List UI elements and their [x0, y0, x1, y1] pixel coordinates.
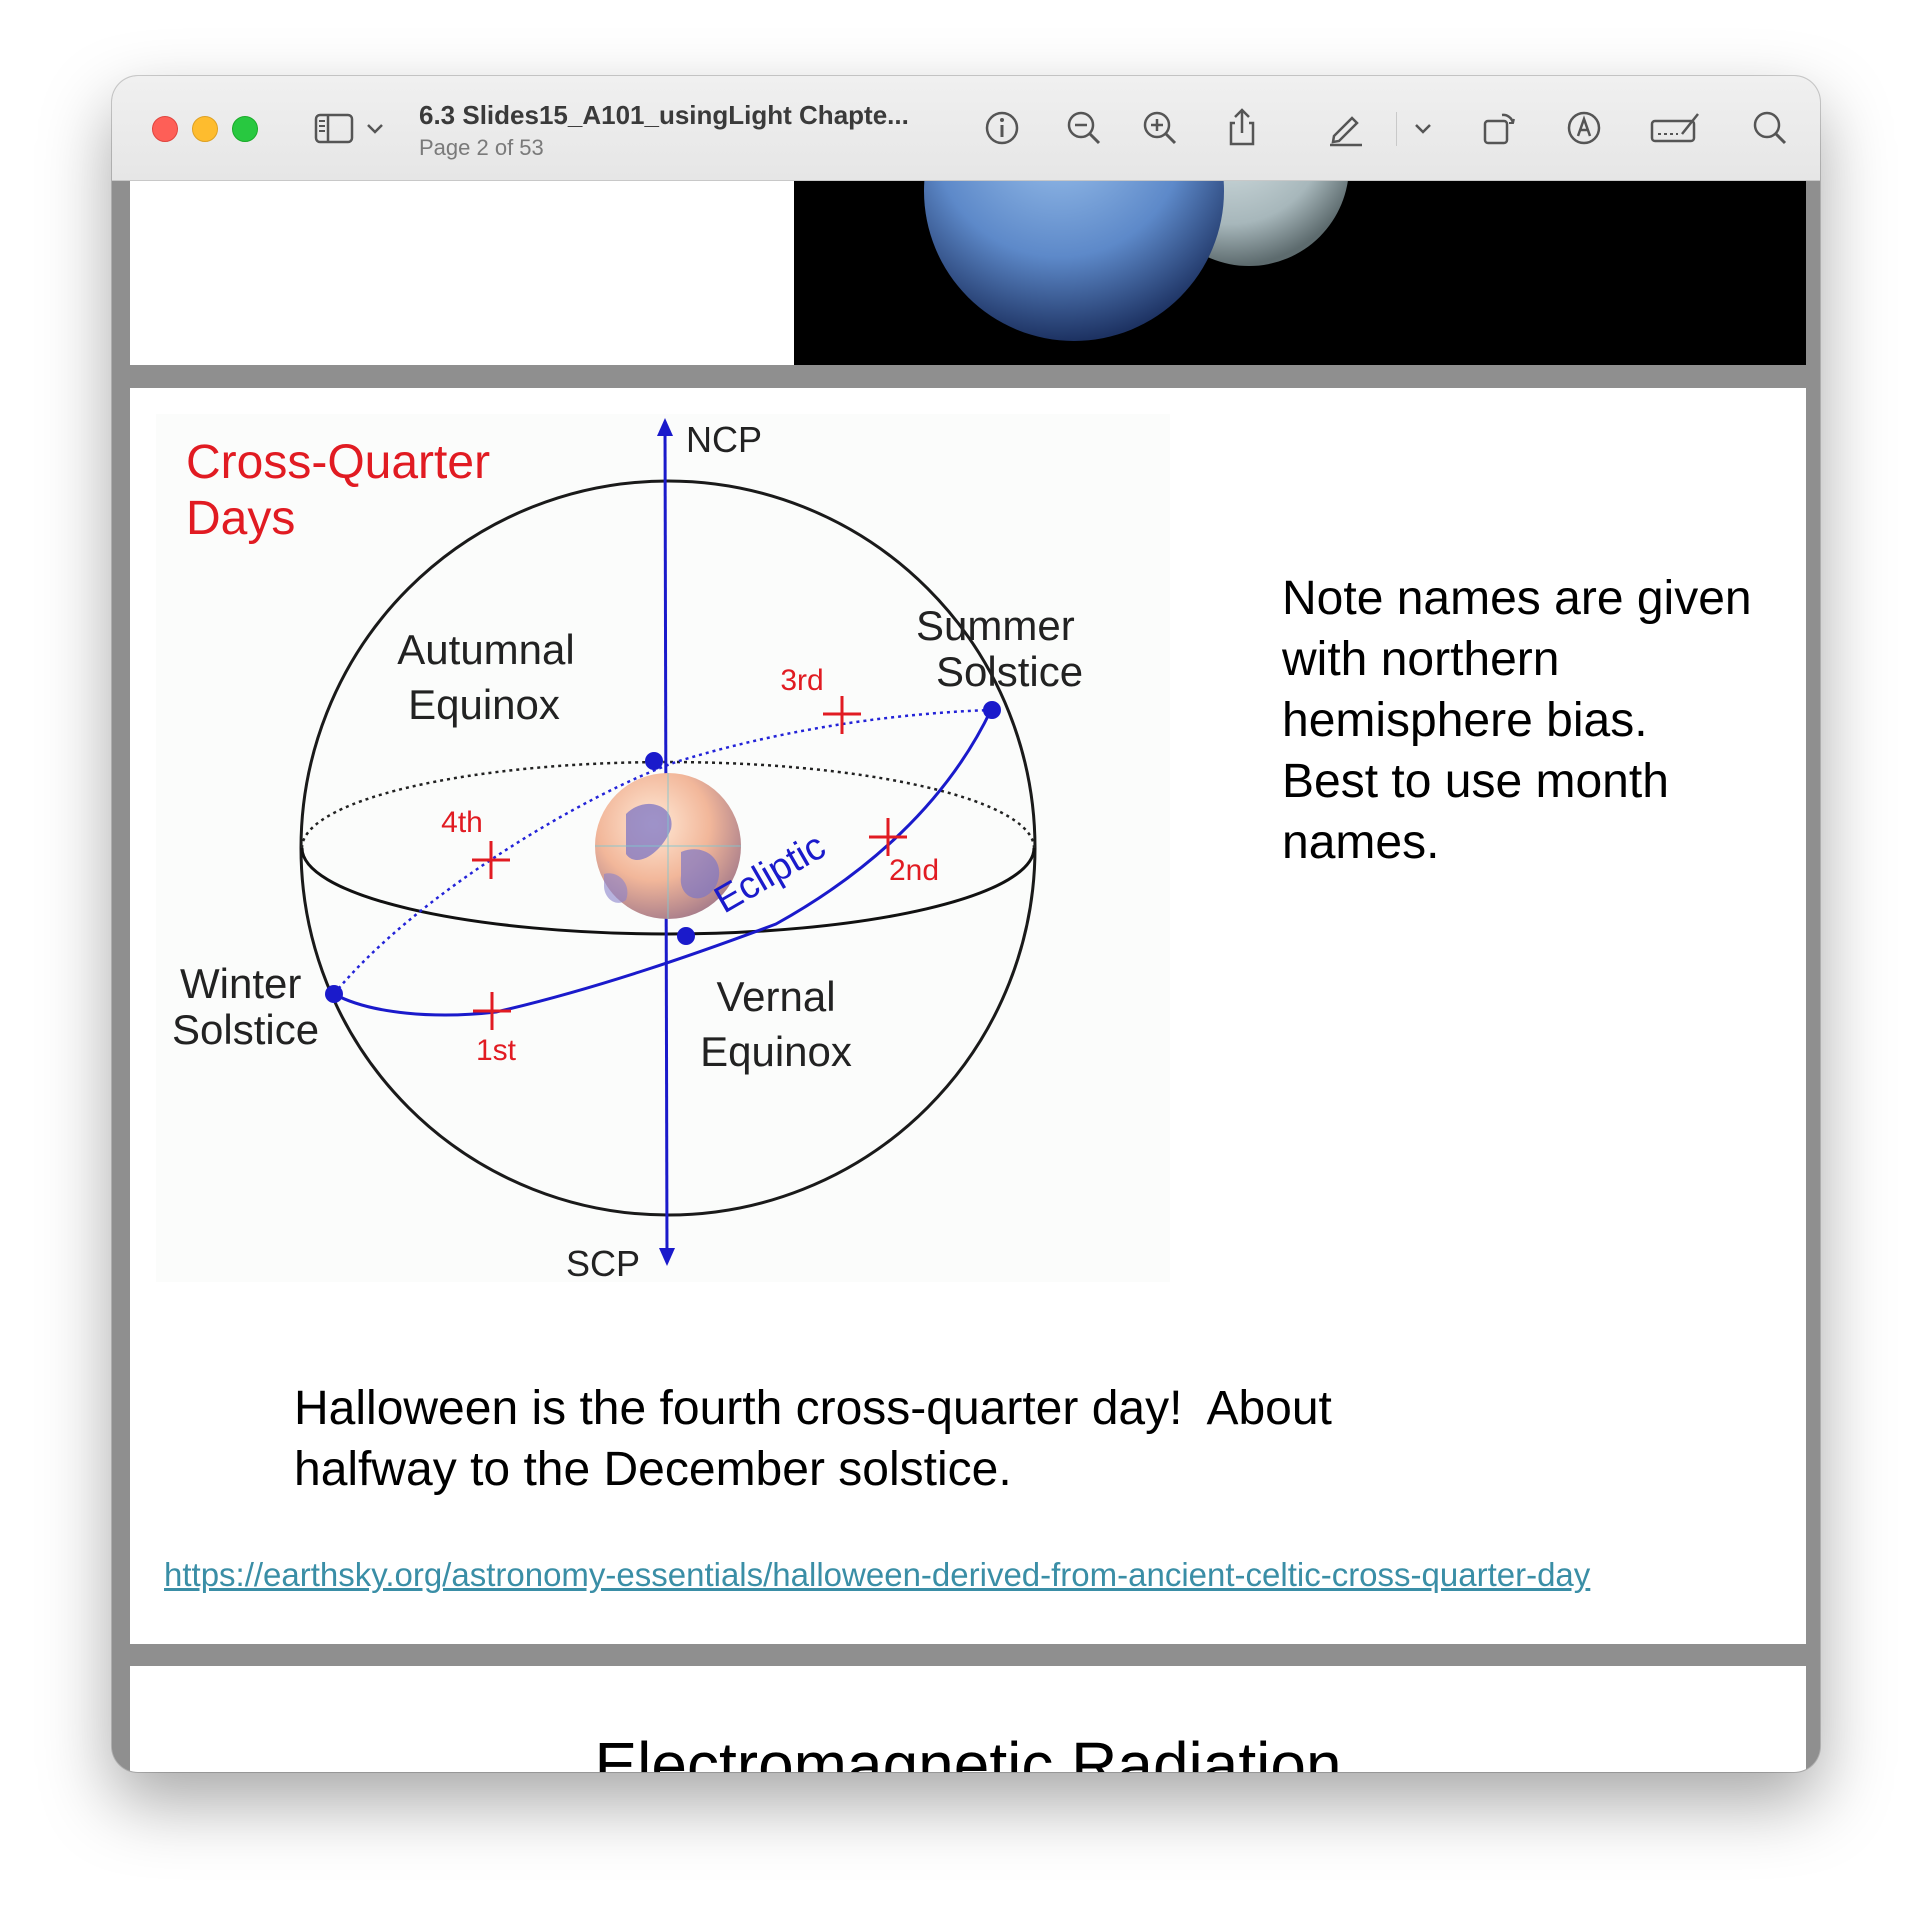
bias-note: Note names are given with northern hemis…: [1282, 572, 1752, 869]
page-3: Electromagnetic Radiation: [130, 1666, 1806, 1772]
search-icon[interactable]: [1748, 106, 1792, 150]
winter-solstice-point: [325, 985, 343, 1003]
cross-quarter-marks: [472, 696, 907, 1030]
cross-quarter-1st-label: 1st: [476, 1034, 517, 1067]
vernal-label-line1: Vernal: [716, 973, 835, 1020]
toolbar-separator: [1396, 112, 1397, 146]
rotate-icon[interactable]: [1478, 106, 1522, 150]
ncp-label: NCP: [686, 419, 762, 460]
summer-solstice-point: [983, 701, 1001, 719]
autumnal-label-line1: Autumnal: [397, 626, 574, 673]
document-title: 6.3 Slides15_A101_usingLight Chapte...: [419, 100, 909, 130]
autumnal-label-line2: Equinox: [408, 681, 560, 728]
close-button[interactable]: [152, 116, 178, 142]
vernal-equinox-point: [677, 927, 695, 945]
halloween-caption: Halloween is the fourth cross-quarter da…: [294, 1378, 1594, 1500]
pencil-icon[interactable]: [1324, 106, 1368, 150]
minimize-button[interactable]: [192, 116, 218, 142]
zoom-out-icon[interactable]: [1062, 106, 1106, 150]
equator-front: [300, 847, 1036, 936]
chevron-down-icon[interactable]: [362, 106, 388, 150]
cross-quarter-diagram: Cross-Quarter Days NCP SCP Autumnal Equi…: [156, 414, 1170, 1284]
diagram-title-line1: Cross-Quarter: [186, 436, 490, 489]
cross-quarter-4th-label: 4th: [441, 806, 483, 839]
chevron-down-icon[interactable]: [1410, 106, 1436, 150]
equator-back: [300, 760, 1036, 849]
scp-arrow-icon: [659, 1248, 675, 1266]
sidebar-icon[interactable]: [312, 106, 356, 150]
page-2: Cross-Quarter Days NCP SCP Autumnal Equi…: [130, 388, 1806, 1644]
earthsky-link[interactable]: https://earthsky.org/astronomy-essential…: [164, 1556, 1591, 1593]
zoom-button[interactable]: [232, 116, 258, 142]
info-icon[interactable]: [980, 106, 1024, 150]
caption-line2: halfway to the December solstice.: [294, 1443, 1012, 1496]
document-viewer[interactable]: Cross-Quarter Days NCP SCP Autumnal Equi…: [112, 181, 1820, 1772]
winter-label-line1: Winter: [180, 960, 301, 1007]
ecliptic-front: [333, 709, 993, 1017]
autumnal-equinox-point: [645, 752, 663, 770]
cross-quarter-3rd-label: 3rd: [780, 664, 823, 697]
markup-icon[interactable]: [1562, 106, 1606, 150]
caption-line1: Halloween is the fourth cross-quarter da…: [294, 1382, 1332, 1435]
planets-image: [794, 181, 1806, 365]
page-indicator: Page 2 of 53: [419, 135, 544, 160]
next-slide-title: Electromagnetic Radiation: [594, 1729, 1342, 1772]
share-icon[interactable]: [1220, 106, 1264, 150]
vernal-label-line2: Equinox: [700, 1028, 852, 1075]
page-1: [130, 181, 1806, 365]
document-title-block: 6.3 Slides15_A101_usingLight Chapte... P…: [419, 100, 909, 161]
scp-label: SCP: [566, 1243, 640, 1282]
summer-label-line2: Solstice: [936, 648, 1083, 695]
title-bar: 6.3 Slides15_A101_usingLight Chapte... P…: [112, 76, 1820, 181]
diagram-title-line2: Days: [186, 492, 295, 545]
preview-window: 6.3 Slides15_A101_usingLight Chapte... P…: [112, 76, 1820, 1772]
winter-label-line2: Solstice: [172, 1006, 319, 1053]
cross-quarter-2nd-label: 2nd: [889, 854, 939, 887]
summer-label-line1: Summer: [916, 602, 1075, 649]
ncp-arrow-icon: [657, 418, 673, 436]
signature-icon[interactable]: [1648, 106, 1704, 150]
zoom-in-icon[interactable]: [1138, 106, 1182, 150]
